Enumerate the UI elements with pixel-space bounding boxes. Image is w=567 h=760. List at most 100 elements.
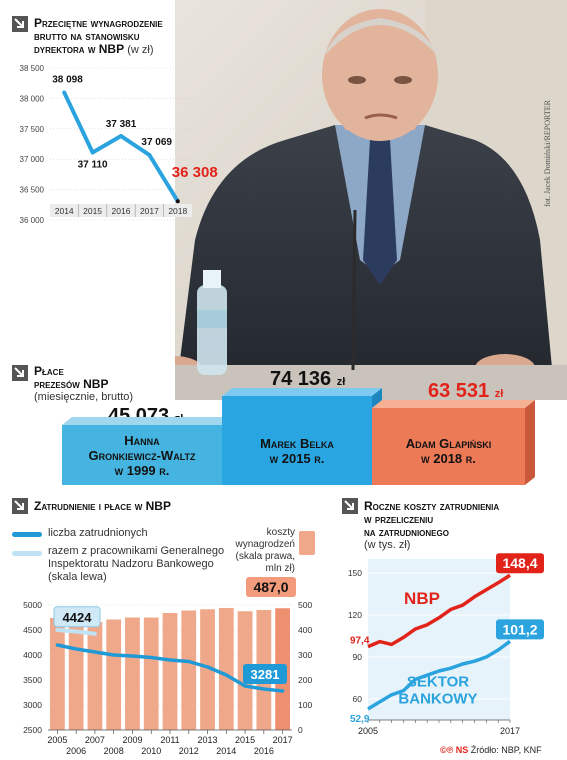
data-point	[147, 153, 152, 158]
cost-per-employee-title: Roczne koszty zatrudnienia w przeliczeni…	[364, 499, 500, 539]
salary-belka: 74 136 zł	[270, 368, 346, 390]
data-point	[119, 134, 123, 139]
cost-bar	[143, 617, 159, 730]
cost-bar	[50, 618, 65, 730]
y-right-tick-label: 400	[298, 625, 312, 635]
cost-bar	[181, 610, 197, 730]
y-tick-label: 38 000	[20, 94, 45, 103]
nbp-start-label: 97,4	[350, 636, 370, 647]
cost-bar	[125, 617, 140, 730]
legend-employees: liczba zatrudnionych	[48, 527, 148, 539]
employment-title: Zatrudnienie i płace w NBP	[34, 499, 171, 513]
data-label: 37 110	[78, 160, 108, 171]
x-tick-label: 2012	[179, 746, 199, 756]
x-tick-label: 2014	[55, 206, 74, 216]
data-point	[175, 199, 180, 204]
bank-end-label: 101,2	[502, 621, 537, 637]
x-tick-label: 2005	[47, 735, 67, 745]
y-tick-label: 37 500	[20, 125, 45, 134]
cost-bar	[87, 622, 103, 730]
y-tick-label: 36 000	[20, 216, 45, 225]
legend-costs-swatch	[299, 531, 315, 555]
cost-bar	[200, 609, 215, 730]
legend-total-swatch	[12, 551, 42, 556]
director-salary-panel: Przeciętne wynagrodzenie brutto na stano…	[0, 0, 240, 240]
x-tick-label: 2017	[273, 735, 293, 745]
data-label: 38 098	[52, 74, 83, 85]
box-glapinski-side	[525, 400, 535, 485]
nbp-line	[367, 573, 511, 649]
employment-panel: Zatrudnienie i płace w NBP liczba zatrud…	[0, 495, 330, 760]
x-tick-label: 2006	[66, 746, 86, 756]
x-tick-label: 2016	[112, 206, 131, 216]
y-left-tick-label: 3500	[23, 675, 42, 685]
callout-costs-box	[246, 577, 296, 597]
salary-glapinski: 63 531 zł	[428, 380, 504, 402]
y-tick-label: 37 000	[20, 155, 45, 164]
legend-total: razem z pracownikami Generalnego Inspekt…	[48, 545, 225, 583]
cost-per-employee-chart: 60 90 120 150 2005 2017 97,4 52,9 148,4 101,2 NBP S…	[348, 553, 544, 736]
box-belka-top	[222, 388, 382, 396]
arrow-down-right-icon	[342, 498, 358, 514]
x-tick-label: 2017	[140, 206, 159, 216]
name-belka: Marek Belka w 2015 r.	[260, 436, 334, 466]
x-tick-label: 2013	[198, 735, 218, 745]
box-glapinski-top	[372, 400, 535, 408]
x-axis-band	[50, 204, 192, 217]
x-tick-label: 2017	[500, 726, 520, 736]
arrow-down-right-icon	[12, 498, 28, 514]
x-tick-label: 2008	[104, 746, 124, 756]
y-left-tick-label: 3000	[23, 700, 42, 710]
x-tick-label: 2010	[141, 746, 161, 756]
x-tick-label: 2015	[83, 206, 102, 216]
callout-employees-label: 3281	[251, 667, 280, 682]
source-note: ©℗ NS Źródło: NBP, KNF	[440, 745, 542, 755]
presidents-subtitle: (miesięcznie, brutto)	[34, 391, 134, 403]
name-glapinski: Adam Glapiński w 2018 r.	[405, 436, 492, 466]
x-tick-label: 2005	[358, 726, 378, 736]
cost-bar	[218, 608, 234, 730]
cost-per-employee-panel: Roczne koszty zatrudnienia w przeliczeni…	[330, 495, 567, 760]
y-tick-label: 90	[353, 652, 363, 662]
source-logo: ©℗ NS	[440, 745, 469, 755]
y-tick-label: 36 500	[20, 186, 45, 195]
presidents-title: Płace prezesów NBP	[34, 364, 109, 391]
cost-bar	[106, 619, 122, 730]
cost-bar	[68, 622, 84, 730]
total-employees-line	[55, 628, 97, 636]
data-label: 37 381	[106, 119, 137, 130]
data-label: 37 069	[141, 137, 172, 148]
data-point	[90, 150, 95, 155]
cost-bar	[162, 613, 178, 730]
data-label: 36 308	[172, 164, 218, 181]
box-belka-face	[222, 396, 372, 485]
nbp-series-label: NBP	[404, 589, 440, 608]
data-point	[62, 90, 67, 95]
y-right-tick-label: 300	[298, 650, 312, 660]
banking-series-label-1: SEKTOR	[407, 673, 469, 690]
name-gronkiewicz: Hanna Gronkiewicz-Waltz w 1999 r.	[88, 432, 196, 478]
y-right-tick-label: 500	[298, 600, 312, 610]
bank-start-label: 52,9	[350, 714, 370, 725]
y-tick-label: 120	[348, 610, 362, 620]
box-gronkiewicz-face	[62, 425, 222, 485]
y-left-tick-label: 2500	[23, 725, 42, 735]
arrow-down-right-icon	[12, 365, 28, 381]
x-tick-label: 2007	[85, 735, 105, 745]
director-salary-chart: 36 000 36 500 37 000 37 500 38 000 38 500 2014…	[20, 64, 218, 225]
y-tick-label: 150	[348, 568, 362, 578]
nbp-end-label: 148,4	[502, 555, 537, 571]
director-salary-title: Przeciętne wynagrodzenie brutto na stano…	[34, 16, 163, 57]
employees-line	[55, 643, 285, 693]
x-tick-label: 2014	[216, 746, 236, 756]
callout-total-label: 4424	[63, 610, 93, 625]
employment-chart: 2500 3000 3500 4000 4500 5000 0 100 200 300 400 500…	[23, 577, 312, 756]
legend-employees-swatch	[12, 532, 42, 537]
x-tick-label: 2009	[122, 735, 142, 745]
y-tick-label: 38 500	[20, 64, 45, 73]
y-left-tick-label: 5000	[23, 600, 42, 610]
y-left-tick-label: 4500	[23, 625, 42, 635]
bank-end-box	[496, 619, 544, 640]
cost-per-employee-unit: (w tys. zł)	[364, 539, 411, 551]
presidents-boxes	[62, 388, 535, 485]
